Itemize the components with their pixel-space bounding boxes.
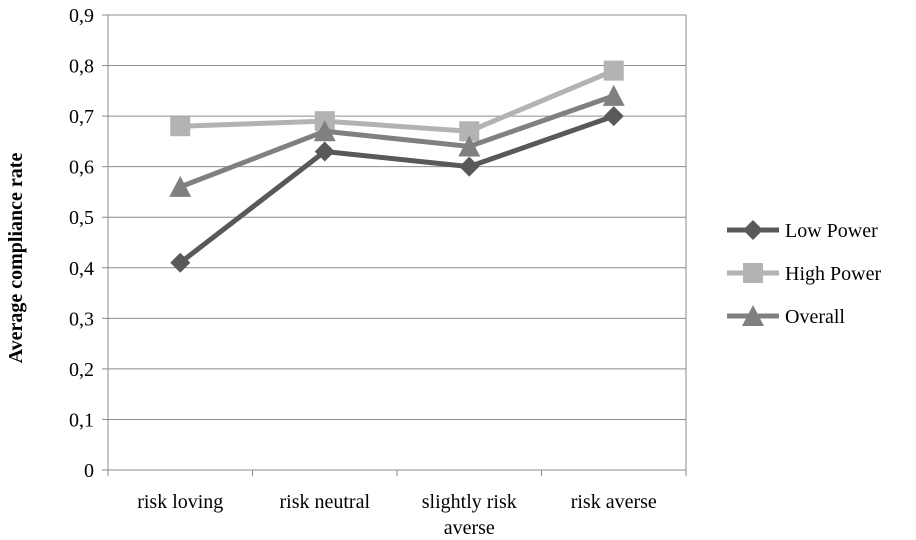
series-line: [178, 113, 615, 265]
y-tick-label: 0,2: [69, 359, 94, 381]
legend-item: High Power: [727, 263, 881, 285]
y-tick-label: 0,6: [69, 157, 94, 179]
legend-label: Overall: [785, 306, 845, 328]
series-line: [179, 93, 615, 190]
y-tick-label: 0,3: [69, 308, 94, 330]
legend: Low Power High Power Overall: [727, 220, 881, 328]
y-axis-label: Average compliance rate: [5, 153, 27, 364]
legend-item: Low Power: [727, 220, 878, 242]
data-point: [169, 175, 192, 197]
data-point: [314, 141, 335, 162]
data-point: [170, 252, 191, 273]
axes: [102, 14, 687, 476]
y-tick-label: 0,5: [69, 207, 94, 229]
x-tick-label: risk neutral: [279, 491, 370, 513]
x-tick-label: slightly risk averse: [422, 491, 517, 539]
y-tick-label: 0,1: [69, 409, 94, 431]
data-point: [603, 60, 624, 81]
data-point: [313, 120, 336, 142]
data-point: [170, 116, 191, 137]
x-tick-label: risk loving: [137, 491, 223, 513]
series-high-power: [170, 60, 624, 142]
data-point: [459, 156, 480, 177]
y-tick-label: 0,7: [69, 106, 94, 128]
data-point: [602, 84, 625, 106]
series-low-power: [170, 106, 624, 273]
legend-label: Low Power: [785, 220, 878, 242]
y-tick-labels: 0 0,1 0,2 0,3 0,4 0,5 0,6 0,7 0,8 0,9: [69, 5, 94, 482]
data-point: [603, 106, 624, 127]
y-tick-label: 0: [84, 460, 94, 482]
y-tick-label: 0,8: [69, 56, 94, 78]
x-tick-label: risk averse: [571, 491, 657, 513]
series-layer: [169, 60, 625, 273]
data-point: [458, 135, 481, 157]
data-point: [459, 121, 480, 142]
legend-item: Overall: [727, 305, 845, 328]
y-tick-label: 0,4: [69, 258, 94, 280]
legend-label: High Power: [785, 263, 881, 285]
legend-marker: [742, 305, 764, 326]
gridlines: [108, 14, 686, 471]
series-line: [180, 68, 615, 134]
legend-marker: [743, 220, 763, 240]
legend-marker: [743, 263, 763, 283]
x-tick-labels: risk loving risk neutral slightly risk aver…: [137, 491, 657, 539]
y-tick-label: 0,9: [69, 5, 94, 27]
series-overall: [169, 84, 625, 197]
